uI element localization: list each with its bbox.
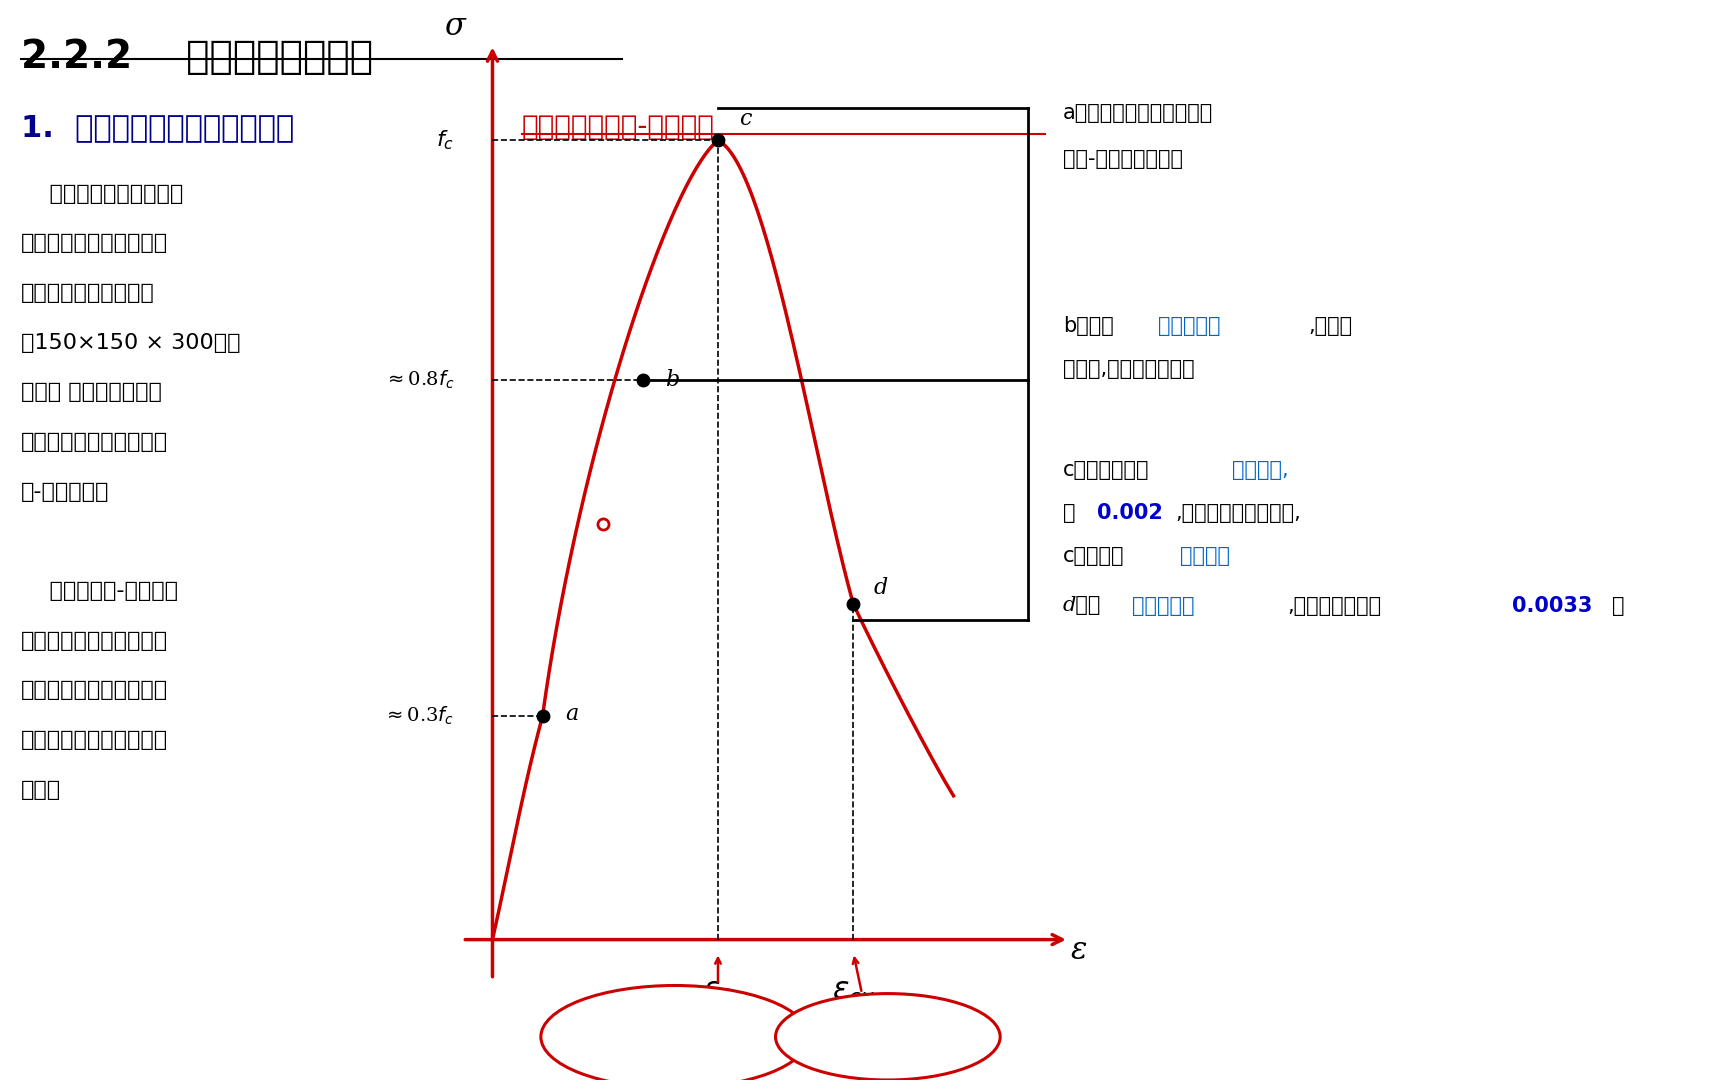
Text: a点前内部裂缝没有发展，: a点前内部裂缝没有发展，	[1063, 103, 1213, 123]
Text: b: b	[665, 369, 679, 391]
Text: 临界应力点: 临界应力点	[1158, 316, 1220, 336]
Text: $\approx$0.8$f_c$: $\approx$0.8$f_c$	[384, 369, 454, 391]
Text: 凝土构件的强度、变形、: 凝土构件的强度、变形、	[21, 680, 168, 701]
Text: ,内部裂: ,内部裂	[1308, 316, 1353, 336]
Text: c点的应变称为: c点的应变称为	[1063, 460, 1149, 481]
Text: 峰值应变,: 峰值应变,	[1232, 460, 1289, 481]
Text: 有发展,但处于稳定状态: 有发展,但处于稳定状态	[1063, 360, 1194, 379]
Text: ε: ε	[1071, 935, 1087, 966]
Text: 曲线的特征是研究钢筋混: 曲线的特征是研究钢筋混	[21, 631, 168, 651]
Text: 0.0033: 0.0033	[1512, 596, 1593, 616]
Text: 力-应变曲线。: 力-应变曲线。	[21, 482, 109, 502]
Text: 受弯和偏压构件: 受弯和偏压构件	[847, 1027, 930, 1047]
Text: b点称为: b点称为	[1063, 316, 1113, 336]
Ellipse shape	[776, 994, 1001, 1080]
Text: 期加载作用下混凝土的应: 期加载作用下混凝土的应	[21, 432, 168, 453]
Text: 轴心受压时，: 轴心受压时，	[639, 1008, 710, 1027]
Text: 应变软化: 应变软化	[1180, 546, 1230, 567]
Text: 依据。: 依据。	[21, 780, 60, 800]
Text: $\approx$0.3$f_c$: $\approx$0.3$f_c$	[384, 704, 454, 727]
Text: 0.002: 0.002	[1097, 503, 1163, 524]
Text: 。: 。	[1612, 596, 1624, 616]
Ellipse shape	[541, 985, 809, 1080]
Text: 延性和受力全过程分析的: 延性和受力全过程分析的	[21, 730, 168, 751]
Text: c点后出现: c点后出现	[1063, 546, 1125, 567]
Text: 承载力计算依据: 承载力计算依据	[634, 1038, 715, 1057]
Text: 从零开始单调增加至试件: 从零开始单调增加至试件	[21, 233, 168, 254]
Text: σ: σ	[444, 11, 465, 42]
Text: 单调短期加载是指荷载: 单调短期加载是指荷载	[21, 184, 183, 204]
Text: d: d	[874, 577, 888, 598]
Text: 混凝土应力-应变关系: 混凝土应力-应变关系	[21, 581, 178, 602]
Text: c: c	[740, 108, 752, 130]
Text: 破坏。采用棱柱体试件: 破坏。采用棱柱体试件	[21, 283, 154, 303]
Text: $f_c$: $f_c$	[435, 129, 454, 152]
Text: 应力-应变近似直线。: 应力-应变近似直线。	[1063, 149, 1182, 170]
Text: $\varepsilon_0$: $\varepsilon_0$	[703, 976, 733, 1007]
Text: ,内部裂缝延伸到表面,: ,内部裂缝延伸到表面,	[1175, 503, 1301, 524]
Text: $\varepsilon_{cu}$: $\varepsilon_{cu}$	[831, 976, 874, 1007]
Text: 极限压应变: 极限压应变	[1132, 596, 1194, 616]
Text: 2.2.2    混凝土的变形性能: 2.2.2 混凝土的变形性能	[21, 38, 373, 76]
Text: d点为: d点为	[1063, 596, 1101, 615]
Text: （150×150 × 300标准: （150×150 × 300标准	[21, 333, 240, 353]
Text: 轴心受压的应力-应变关系: 轴心受压的应力-应变关系	[522, 113, 715, 141]
Text: 1.  单调短期加载下的变形性能: 1. 单调短期加载下的变形性能	[21, 113, 294, 143]
Text: ,对普通混凝土取: ,对普通混凝土取	[1287, 596, 1381, 616]
Text: a: a	[565, 703, 579, 725]
Text: 为: 为	[1063, 503, 1075, 524]
Text: 试件） 进行测试一次短: 试件） 进行测试一次短	[21, 382, 162, 403]
